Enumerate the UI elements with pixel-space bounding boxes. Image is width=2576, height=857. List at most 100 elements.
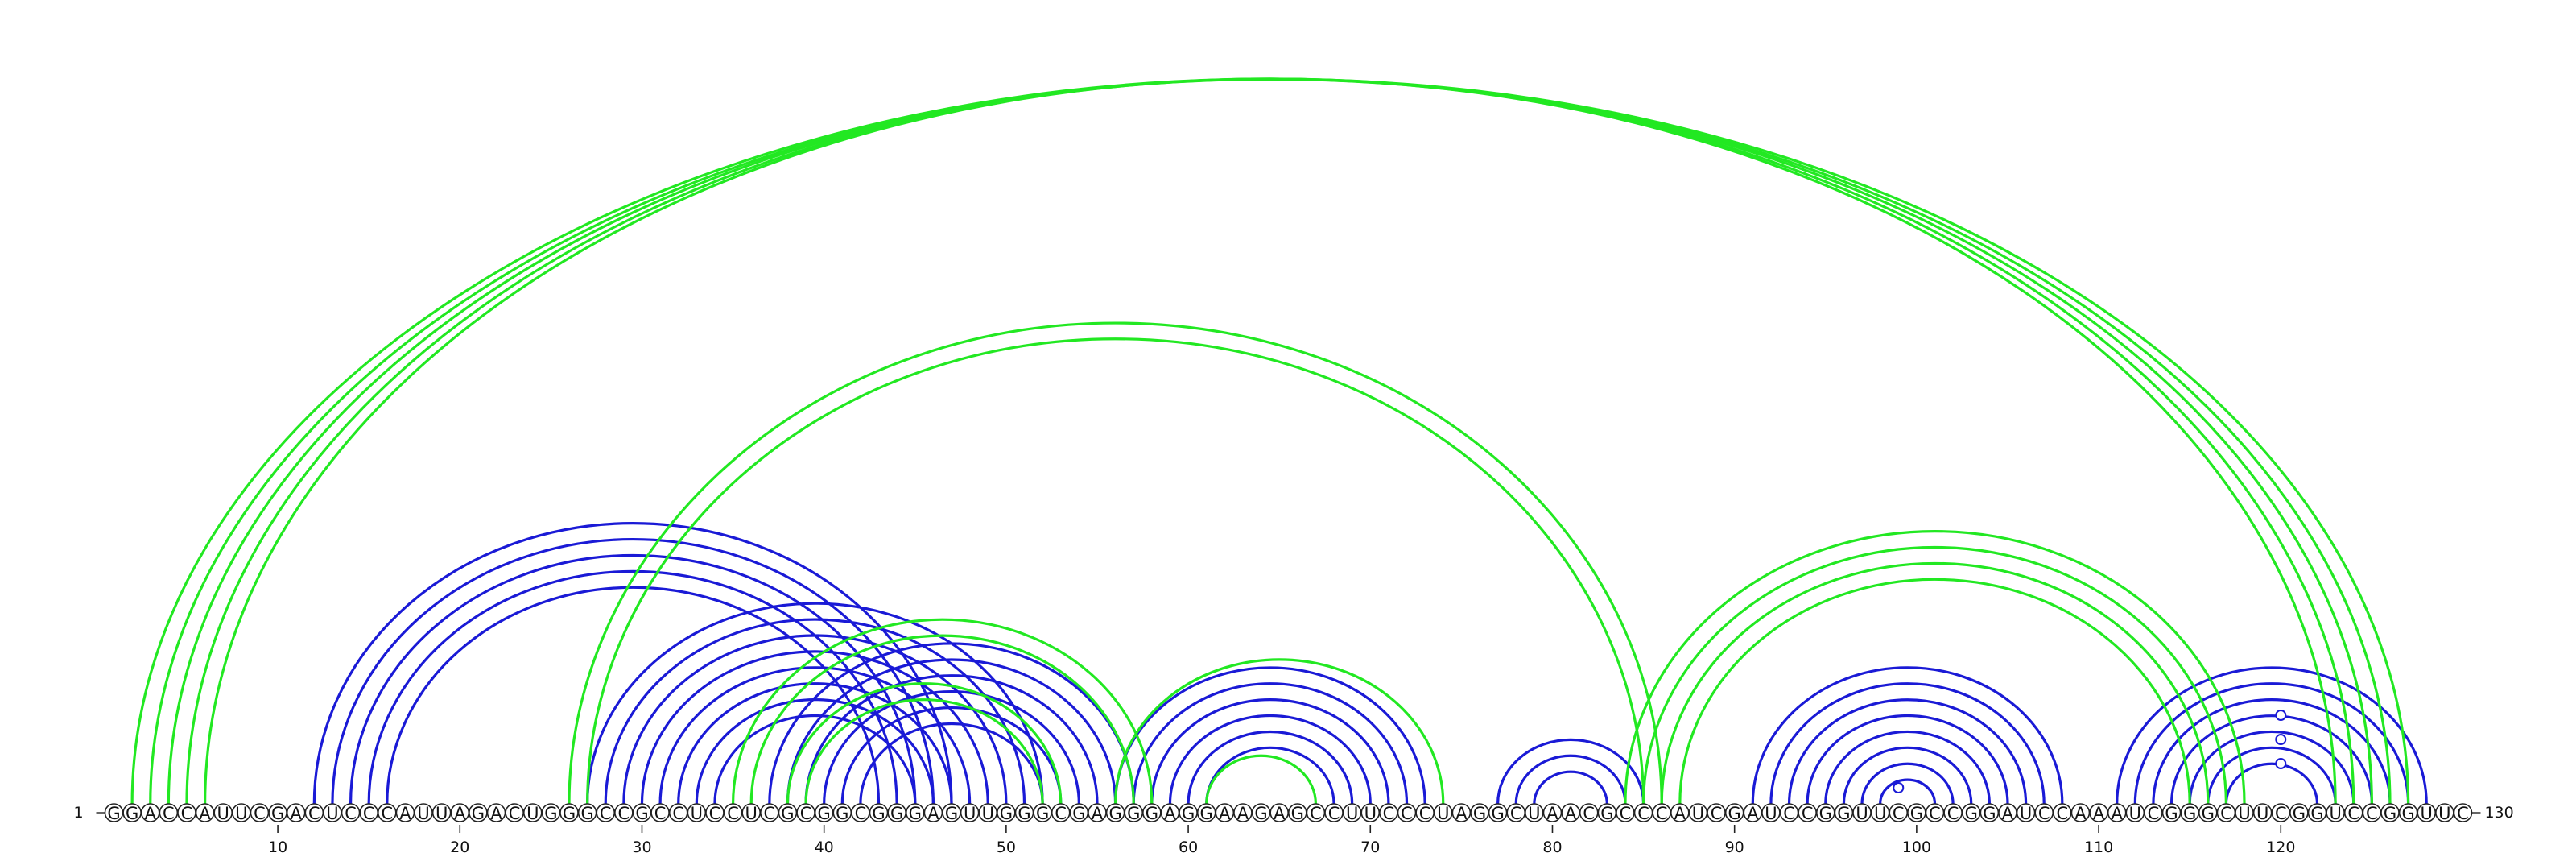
blue-arc [859,722,1044,805]
nucleotide-letter: U [2256,804,2268,823]
nucleotide-letter: C [2457,804,2469,823]
position-ticks: 10 20 30 40 50 60 70 80 90 100 110 120 [268,825,2295,856]
nucleotide-letter: G [563,804,576,823]
green-arc [1114,658,1445,805]
nucleotide-letter: G [271,804,284,823]
green-arc [786,682,1063,805]
gu-pair-marker [2275,710,2287,721]
blue-arc [2224,762,2319,805]
blue-arc [1860,762,1955,805]
nucleotide-letter: C [509,804,521,823]
tick-label: 20 [450,838,469,856]
nucleotide-letter: C [1802,804,1814,823]
nucleotide-letter: C [727,804,739,823]
nucleotide-letter: A [1164,804,1176,823]
nucleotide-letter: G [2401,804,2414,823]
nucleotide-letter: C [2038,804,2050,823]
tick-label: 120 [2266,838,2295,856]
nucleotide-letter: U [745,804,758,823]
blue-arc [1751,666,2064,805]
nucleotide-letter: U [1692,804,1704,823]
nucleotide-letter: A [454,804,466,823]
green-arc [204,77,2337,805]
green-arc [749,634,1135,805]
nucleotide-letter: U [417,804,429,823]
nucleotide-letter: C [181,804,193,823]
nucleotide-letter: U [964,804,976,823]
nucleotide-letter: C [800,804,812,823]
tick-label: 100 [1902,838,1931,856]
blue-arc [586,602,1044,805]
nucleotide-letter: A [1546,804,1558,823]
nucleotide-letter: C [363,804,375,823]
nucleotide-letter: A [2093,804,2105,823]
nucleotide-letter: C [1783,804,1795,823]
blue-arc [1824,730,1991,805]
blue-arc [367,569,898,805]
sequence-end-label: 130 [2484,804,2513,822]
blue-arc [312,522,953,805]
nucleotide-letter: C [1328,804,1340,823]
nucleotide-letter: U [235,804,247,823]
green-arc [568,321,1663,805]
blue-arc [622,634,1008,805]
nucleotide-letter: C [163,804,175,823]
nucleotide-letter: C [2275,804,2287,823]
blue-arc [1514,754,1627,805]
nucleotide-letter: U [2421,804,2433,823]
nucleotide-letter: C [2148,804,2160,823]
nucleotide-letter: A [291,804,303,823]
nucleotide-letter: U [2020,804,2032,823]
nucleotide-letter: G [818,804,831,823]
blue-arc [2133,682,2410,805]
green-arc [167,77,2373,805]
nucleotide-letter: A [1455,804,1468,823]
blue-arc [677,682,953,805]
nucleotide-letter: G [2293,804,2306,823]
nucleotide-letter: G [1036,804,1049,823]
blue-arc [786,658,1117,805]
nucleotide-letter: A [2112,804,2124,823]
nucleotide-letter: A [1274,804,1286,823]
nucleotide-letter: U [326,804,338,823]
nucleotide-letter: C [1711,804,1723,823]
nucleotide-letter: C [308,804,320,823]
nucleotide-letter: G [1600,804,1613,823]
green-arc [804,698,1044,805]
blue-arc [2188,730,2355,805]
nucleotide-letter: A [1674,804,1686,823]
gu-pair-marker [2275,758,2287,769]
nucleotide-letter: U [1874,804,1886,823]
nucleotide-letter: G [635,804,648,823]
nucleotide-letter: G [1983,804,1996,823]
nucleotide-letter: G [1000,804,1013,823]
nucleotide-letter: G [872,804,885,823]
blue-arc [1806,714,2009,805]
nucleotide-letter: C [1620,804,1632,823]
blue-arc [1879,778,1937,805]
blue-arc [1533,770,1608,805]
nucleotide-letter: G [2310,804,2323,823]
blue-arc [840,706,1063,805]
nucleotide-letter: U [1528,804,1540,823]
green-arc [1624,530,2246,805]
green-base-pair-arcs [130,77,2410,805]
nucleotide-letter: G [1819,804,1832,823]
nucleotide-letter: C [1419,804,1431,823]
nucleotide-letter: G [1837,804,1850,823]
nucleotide-letter: G [945,804,958,823]
sequence-start-label: 1 [74,804,84,822]
blue-arc [713,714,917,805]
nucleotide-letter: C [1929,804,1941,823]
nucleotide-letter: C [1656,804,1668,823]
nucleotide-letter: A [2002,804,2014,823]
nucleotide-letter: C [654,804,667,823]
blue-arc [1168,714,1372,805]
nucleotide-letter: C [2220,804,2232,823]
nucleotide-letter: U [2129,804,2141,823]
green-arc [149,77,2392,805]
nucleotide-letter: G [1910,804,1923,823]
blue-arc [2116,666,2428,805]
nucleotide-letter: G [1108,804,1121,823]
tick-label: 90 [1725,838,1744,856]
